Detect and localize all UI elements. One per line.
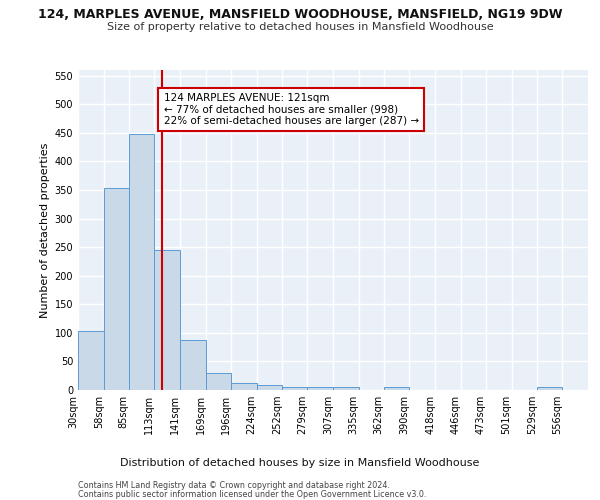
Y-axis label: Number of detached properties: Number of detached properties — [40, 142, 50, 318]
Bar — [154, 250, 180, 390]
Bar — [128, 134, 154, 390]
Text: Contains HM Land Registry data © Crown copyright and database right 2024.: Contains HM Land Registry data © Crown c… — [78, 481, 390, 490]
Bar — [257, 385, 283, 390]
Bar — [180, 340, 206, 390]
Text: Distribution of detached houses by size in Mansfield Woodhouse: Distribution of detached houses by size … — [121, 458, 479, 468]
Bar — [283, 387, 307, 390]
Bar — [231, 382, 257, 390]
Text: Size of property relative to detached houses in Mansfield Woodhouse: Size of property relative to detached ho… — [107, 22, 493, 32]
Bar — [538, 387, 562, 390]
Bar — [78, 331, 104, 390]
Bar — [307, 387, 333, 390]
Text: 124 MARPLES AVENUE: 121sqm
← 77% of detached houses are smaller (998)
22% of sem: 124 MARPLES AVENUE: 121sqm ← 77% of deta… — [164, 93, 419, 126]
Bar — [104, 188, 128, 390]
Text: 124, MARPLES AVENUE, MANSFIELD WOODHOUSE, MANSFIELD, NG19 9DW: 124, MARPLES AVENUE, MANSFIELD WOODHOUSE… — [38, 8, 562, 20]
Bar — [333, 387, 359, 390]
Bar — [206, 373, 231, 390]
Text: Contains public sector information licensed under the Open Government Licence v3: Contains public sector information licen… — [78, 490, 427, 499]
Bar — [383, 387, 409, 390]
